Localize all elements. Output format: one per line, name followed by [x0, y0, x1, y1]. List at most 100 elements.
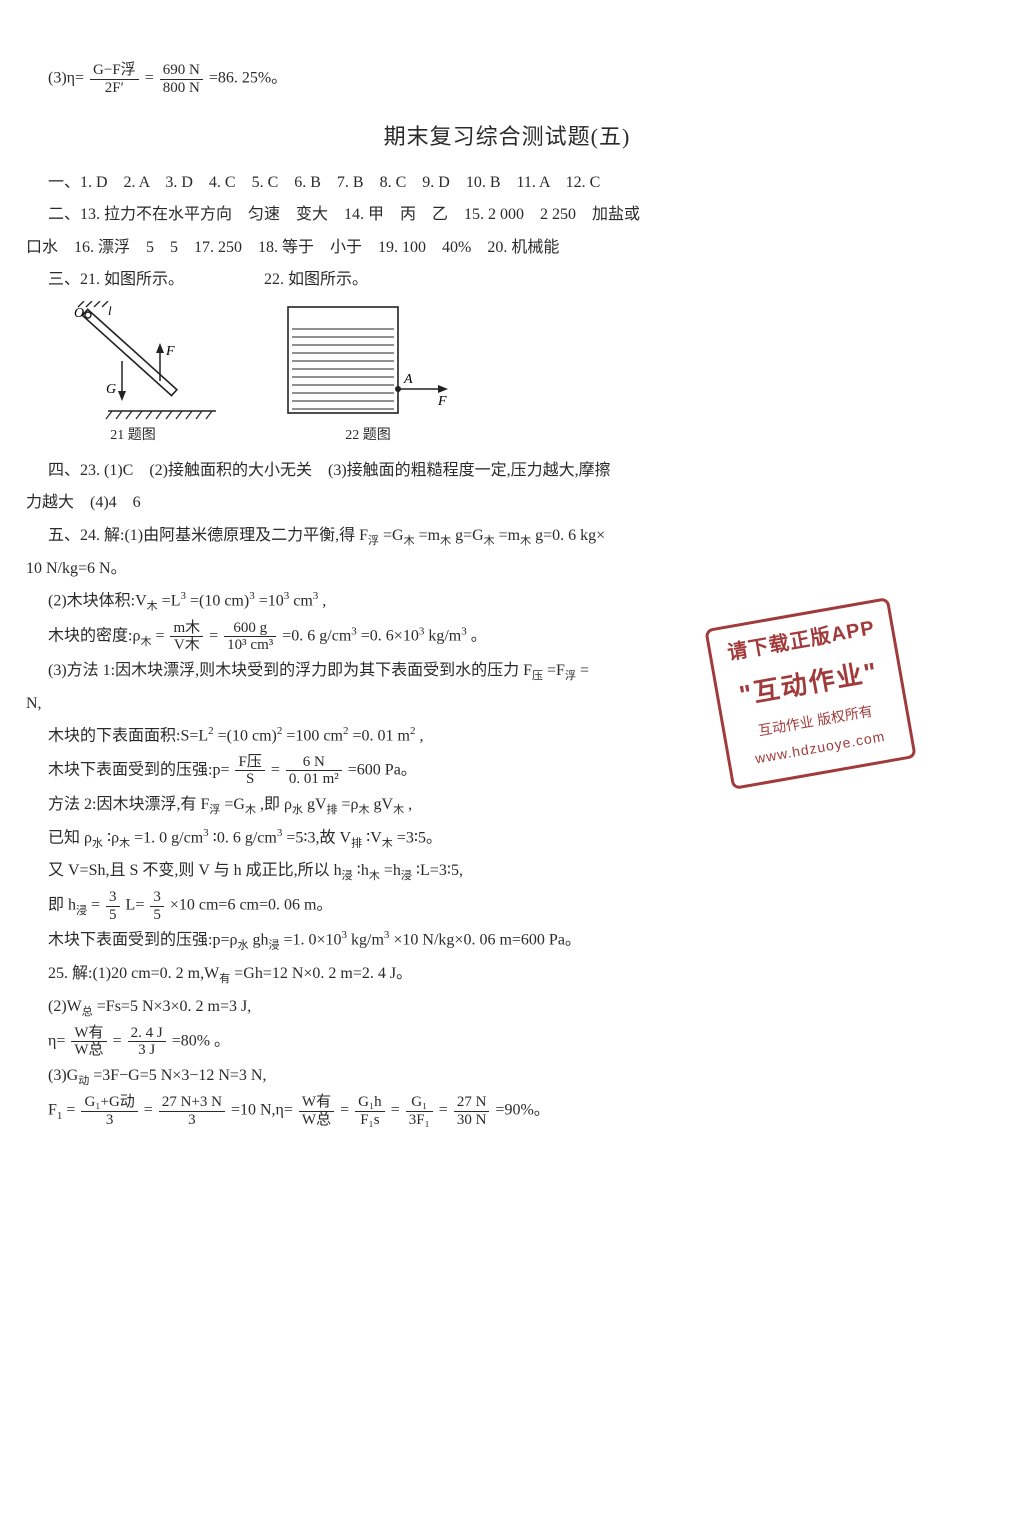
text: ×10 cm=6 cm=0. 06 m。	[170, 897, 333, 914]
numerator: 27 N	[454, 1094, 490, 1112]
text: =	[144, 1102, 153, 1119]
fraction: 690 N 800 N	[160, 62, 203, 96]
text: 。	[471, 627, 487, 644]
numerator: 3	[106, 889, 120, 907]
section-4a: 四、23. (1)C (2)接触面积的大小无关 (3)接触面的粗糙程度一定,压力…	[20, 456, 994, 486]
p24-m2b: 已知 ρ水 ∶ρ木 =1. 0 g/cm3 ∶0. 6 g/cm3 =5∶3,故…	[20, 823, 994, 854]
sub: 浸	[342, 870, 353, 882]
fraction: F压 S	[235, 754, 264, 788]
fraction: 3 5	[106, 889, 120, 923]
denominator: 800 N	[160, 80, 203, 97]
numerator: G₁h	[355, 1094, 385, 1112]
denominator: 3 J	[128, 1042, 166, 1059]
sub: 压	[532, 670, 543, 682]
text: =	[113, 1033, 122, 1050]
sup: 2	[410, 725, 416, 737]
p24-1a: 五、24. 解:(1)由阿基米德原理及二力平衡,得 F浮 =G木 =m木 g=G…	[20, 521, 994, 552]
text: 又 V=Sh,且 S 不变,则 V 与 h 成正比,所以 h	[48, 862, 342, 879]
text: =0. 6 g/cm	[282, 627, 351, 644]
numerator: 3	[150, 889, 164, 907]
text: 木块下表面受到的压强:p=ρ	[48, 932, 237, 949]
sup: 3	[342, 929, 348, 941]
sub: 木	[520, 535, 531, 547]
sec3-left: 三、21. 如图所示。	[48, 265, 184, 295]
numerator: 6 N	[286, 754, 342, 772]
sub: 木	[393, 804, 404, 816]
text: L=	[126, 897, 145, 914]
text: =	[391, 1102, 400, 1119]
sub: 木	[119, 837, 130, 849]
text: kg/m	[428, 627, 461, 644]
fraction: 3 5	[150, 889, 164, 923]
text: =10	[259, 593, 284, 610]
text: =0. 01 m	[352, 727, 409, 744]
fig21-svg: O l F G	[48, 301, 218, 421]
p24-3d: 木块下表面受到的压强:p= F压 S = 6 N 0. 01 m² =600 P…	[20, 754, 994, 788]
sup: 2	[343, 725, 349, 737]
text: ∶ρ	[107, 829, 119, 846]
sub: 排	[327, 804, 338, 816]
p24-2a: (2)木块体积:V木 =L3 =(10 cm)3 =103 cm3 ,	[20, 586, 994, 617]
text: =L	[162, 593, 181, 610]
numerator: W有	[299, 1094, 334, 1112]
label-O: O	[74, 306, 84, 321]
denominator: W总	[299, 1112, 334, 1129]
sub: 浮	[368, 535, 379, 547]
text: =Gh=12 N×0. 2 m=2. 4 J。	[234, 965, 412, 982]
text: =m	[499, 527, 520, 544]
p25-1: 25. 解:(1)20 cm=0. 2 m,W有 =Gh=12 N×0. 2 m…	[20, 959, 994, 990]
fraction: 27 N 30 N	[454, 1094, 490, 1128]
numerator: 600 g	[224, 620, 276, 638]
sup: 3	[461, 625, 467, 637]
text: g=0. 6 kg×	[535, 527, 605, 544]
section-3-row: 三、21. 如图所示。 22. 如图所示。	[20, 265, 994, 295]
sub: 动	[78, 1075, 89, 1087]
p25-2a: (2)W总 =Fs=5 N×3×0. 2 m=3 J,	[20, 992, 994, 1023]
p24-m2a: 方法 2:因木块漂浮,有 F浮 =G木 ,即 ρ水 gV排 =ρ木 gV木 ,	[20, 790, 994, 821]
numerator: F压	[235, 754, 264, 772]
sub: 有	[219, 973, 230, 985]
p25-3a: (3)G动 =3F−G=5 N×3−12 N=3 N,	[20, 1061, 994, 1092]
text: (2)木块体积:V	[48, 593, 147, 610]
text: =1. 0×10	[283, 932, 341, 949]
text: =	[91, 897, 100, 914]
sub: 浸	[268, 940, 279, 952]
sub: 木	[440, 535, 451, 547]
text: 方法 2:因木块漂浮,有 F	[48, 796, 209, 813]
section-4b: 力越大 (4)4 6	[20, 488, 994, 518]
sub: 木	[245, 804, 256, 816]
text: =F	[547, 662, 565, 679]
text: =80% 。	[172, 1033, 230, 1050]
text: 木块下表面受到的压强:p=	[48, 761, 229, 778]
sup: 3	[384, 929, 390, 941]
denominator: 10³ cm³	[224, 637, 276, 654]
p24-m2c: 又 V=Sh,且 S 不变,则 V 与 h 成正比,所以 h浸 ∶h木 =h浸 …	[20, 856, 994, 887]
text: 即 h	[48, 897, 76, 914]
text: =h	[384, 862, 401, 879]
text: =G	[224, 796, 245, 813]
denominator: 3F₁	[406, 1112, 433, 1129]
sup: 3	[284, 590, 290, 602]
fraction: G₁ 3F₁	[406, 1094, 433, 1128]
sub: 浸	[76, 905, 87, 917]
sup: 2	[277, 725, 283, 737]
p24-3a: (3)方法 1:因木块漂浮,则木块受到的浮力即为其下表面受到水的压力 F压 =F…	[20, 656, 994, 687]
sub: 1	[57, 1110, 63, 1122]
denominator: 5	[106, 907, 120, 924]
text: gV	[374, 796, 394, 813]
denominator: 5	[150, 907, 164, 924]
numerator: G₁+G动	[81, 1094, 137, 1112]
numerator: 27 N+3 N	[159, 1094, 225, 1112]
text: =100 cm	[286, 727, 343, 744]
sup: 3	[419, 625, 425, 637]
sub: 浮	[209, 804, 220, 816]
p24-1b: 10 N/kg=6 N。	[20, 554, 994, 584]
p24-3c: 木块的下表面面积:S=L2 =(10 cm)2 =100 cm2 =0. 01 …	[20, 721, 994, 752]
fraction: 2. 4 J 3 J	[128, 1025, 166, 1059]
text: ,	[419, 727, 423, 744]
sub: 木	[484, 535, 495, 547]
fraction: 27 N+3 N 3	[159, 1094, 225, 1128]
page-title: 期末复习综合测试题(五)	[20, 116, 994, 158]
fraction: W有 W总	[299, 1094, 334, 1128]
numerator: 690 N	[160, 62, 203, 80]
